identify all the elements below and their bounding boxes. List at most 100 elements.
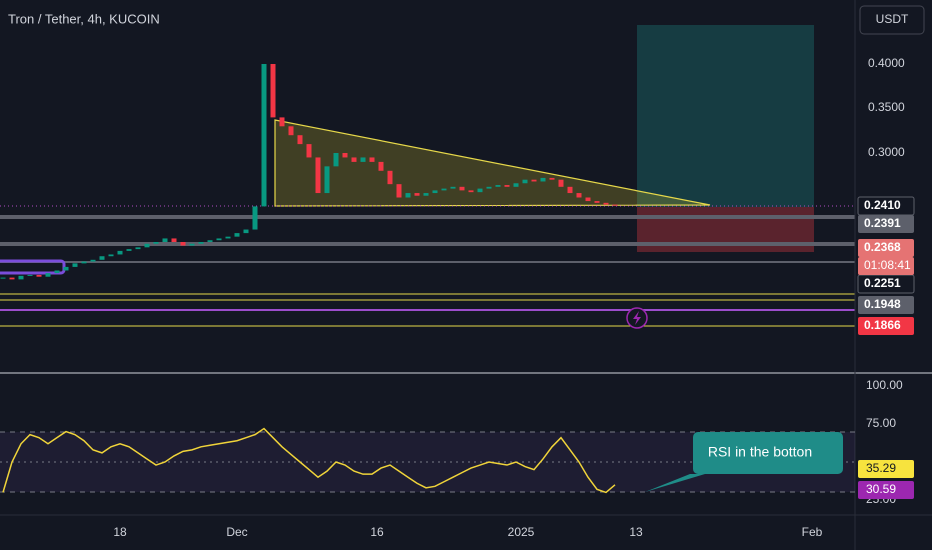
candle [504, 185, 510, 187]
candle [180, 242, 186, 246]
candle [432, 190, 438, 194]
time-axis-label: 2025 [508, 525, 535, 539]
candle [549, 177, 555, 180]
candle [585, 197, 591, 202]
candle [306, 144, 312, 158]
candle [234, 233, 240, 237]
candle [153, 242, 159, 244]
candle [81, 261, 87, 264]
candle [126, 249, 132, 251]
candle [558, 179, 564, 187]
candle [513, 183, 519, 187]
rsi-tag-label: 35.29 [866, 461, 896, 475]
currency-button[interactable] [859, 5, 925, 35]
candle [576, 193, 582, 198]
candle [297, 135, 303, 145]
rsi-axis-label: 100.00 [866, 378, 903, 392]
lightning-icon [633, 311, 641, 325]
candle [441, 188, 447, 191]
level-band [0, 215, 855, 219]
candle [108, 254, 114, 257]
time-axis-label: 16 [370, 525, 384, 539]
price-tag-label: 0.1948 [864, 297, 901, 311]
candle [144, 243, 150, 248]
symbol-title: Tron / Tether, 4h, KUCOIN [8, 11, 160, 26]
candle [495, 185, 501, 187]
currency-label: USDT [876, 12, 909, 26]
price-tag [858, 215, 914, 233]
time-axis-label: Feb [802, 525, 823, 539]
time-axis-label: 18 [113, 525, 127, 539]
candle [333, 153, 339, 167]
rsi-tag [858, 460, 914, 478]
candle [135, 247, 141, 250]
candle [216, 238, 222, 241]
price-tag-label: 0.1866 [864, 318, 901, 332]
candle [378, 161, 384, 171]
candle [360, 157, 366, 162]
candle [54, 270, 60, 274]
candle [189, 243, 195, 246]
candle [477, 188, 483, 193]
candle [261, 64, 267, 207]
rsi-line [2, 427, 616, 494]
rsi-tag [858, 481, 914, 499]
candle [369, 157, 375, 162]
price-axis-label: 0.3500 [868, 100, 905, 114]
candle [531, 179, 537, 182]
level-band [0, 242, 855, 246]
candle [459, 186, 465, 191]
price-tag-label: 0.2368 [864, 240, 901, 254]
candle [351, 157, 357, 162]
candle [243, 229, 249, 234]
price-tag-label: 0.2410 [864, 198, 901, 212]
candle [540, 177, 546, 182]
price-axis-label: 0.3000 [868, 145, 905, 159]
candle [288, 126, 294, 136]
candle [99, 256, 105, 260]
countdown-label: 01:08:41 [864, 258, 911, 272]
candle [405, 193, 411, 198]
candle [252, 206, 258, 230]
candle [450, 186, 456, 189]
price-tag [858, 317, 914, 335]
candle [9, 277, 15, 280]
time-axis-label: Dec [226, 525, 247, 539]
candle [36, 274, 42, 277]
price-tag [858, 239, 914, 257]
candle [414, 193, 420, 196]
candle [162, 238, 168, 242]
candle [486, 186, 492, 189]
candle [270, 64, 276, 118]
candle [396, 184, 402, 198]
candle [198, 242, 204, 244]
candle [18, 275, 24, 280]
candle [171, 238, 177, 242]
candle [207, 240, 213, 242]
candle [567, 186, 573, 194]
candle [522, 179, 528, 184]
candle [603, 202, 609, 205]
candle [27, 274, 33, 276]
candle [468, 190, 474, 193]
rsi-axis-label: 75.00 [866, 416, 896, 430]
candle [387, 170, 393, 185]
candle [279, 117, 285, 127]
candle [324, 166, 330, 194]
candle [0, 277, 6, 279]
candle [117, 250, 123, 255]
price-tag-label: 0.2391 [864, 216, 901, 230]
price-axis-label: 0.4000 [868, 56, 905, 70]
price-tag-label: 0.2251 [864, 276, 901, 290]
candle [225, 236, 231, 239]
candle [612, 204, 618, 206]
candle [90, 259, 96, 262]
candle [72, 263, 78, 267]
candle [594, 201, 600, 203]
target-zone [637, 25, 814, 207]
countdown-tag [858, 257, 914, 275]
candle [342, 153, 348, 158]
candle [423, 193, 429, 196]
price-tag [858, 296, 914, 314]
